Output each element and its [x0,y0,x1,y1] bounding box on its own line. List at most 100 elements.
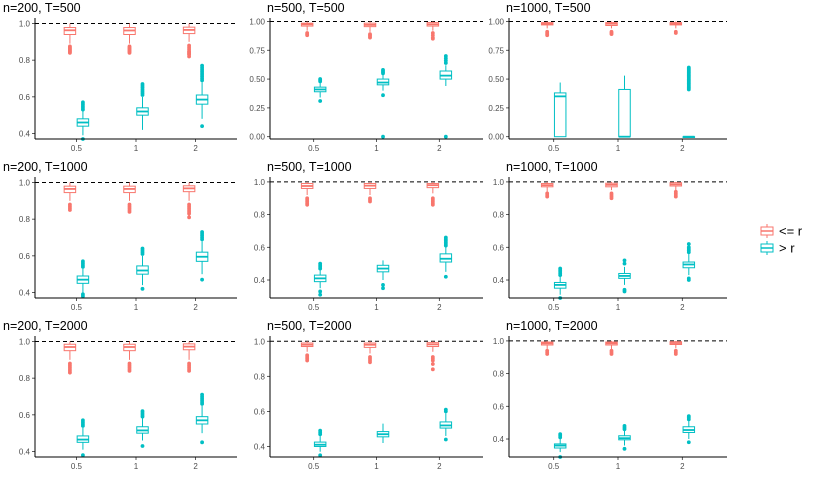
panel-2: n=500, T=500 0.00 0.25 0.50 0.75 1.00 0.5 1 2 [249,1,483,153]
y-tick-label: 1.00 [488,17,504,26]
outlier-point [368,32,372,37]
y-tick-label: 0.6 [19,411,31,420]
y-tick-label: 0.4 [254,276,266,285]
y-tick-label: 0.4 [493,435,505,444]
outlier-point [381,93,385,98]
outlier-point [305,353,310,358]
outlier-point [127,361,132,366]
outlier-point [443,54,448,58]
boxplot-gt-r-2 [439,407,453,442]
boxplot-le-r-2 [669,21,683,35]
outlier-point [318,289,323,294]
outlier-point [443,437,448,442]
boxplot-le-r-1 [605,21,618,37]
panel-5: n=500, T=1000 0.4 0.6 0.8 1.0 0.5 1 2 [254,160,483,312]
panel-title: n=1000, T=500 [506,1,591,15]
outlier-point [318,77,323,81]
outlier-point [187,361,191,366]
outlier-point [368,196,372,201]
boxplot-le-r-2 [669,340,683,356]
panel-7: n=200, T=2000 0.4 0.6 0.8 1.0 0.5 1 2 [3,319,237,471]
outlier-point [318,261,323,266]
x-tick-label: 1 [616,462,621,471]
boxplot-gt-r-2 [195,63,209,129]
boxplot-le-r-0.5 [300,341,314,363]
outlier-point [673,348,678,353]
y-tick-label: 0.4 [493,276,505,285]
y-tick-label: 0.8 [254,372,266,381]
outlier-point [545,191,550,196]
outlier-point [127,44,132,49]
y-tick-label: 1.00 [249,17,265,26]
boxplot-gt-r-2 [682,414,696,445]
outlier-point [622,446,627,451]
outlier-point [545,348,550,353]
outlier-point [305,31,310,35]
boxplot-le-r-1 [605,181,618,201]
outlier-point [318,292,323,297]
y-tick-label: 0.6 [19,93,31,102]
outlier-point [443,235,448,240]
outlier-point [81,418,85,423]
outlier-point [622,258,627,263]
x-tick-label: 2 [193,144,198,153]
y-tick-label: 1.0 [254,178,266,187]
outlier-point [622,424,627,428]
outlier-point [68,361,72,366]
boxplot-le-r-1 [123,23,136,55]
outlier-point [318,428,323,433]
boxplot-gt-r-1 [376,260,390,291]
outlier-point [686,276,691,281]
boxplot-gt-r-0.5 [313,428,327,458]
y-tick-label: 0.8 [254,211,266,220]
x-tick-label: 2 [437,144,442,153]
y-tick-label: 0.8 [493,211,505,220]
outlier-point [686,245,691,250]
outlier-point [81,100,85,105]
y-tick-label: 1.0 [493,337,505,346]
panel-title: n=500, T=1000 [267,160,352,174]
legend-item-le-r: <= r [760,224,803,239]
y-tick-label: 0.6 [19,252,31,261]
outlier-point [673,29,678,34]
x-tick-label: 0.5 [71,144,83,153]
outlier-point [430,355,435,359]
outlier-point [68,202,72,207]
boxplot-gt-r-2 [195,392,209,445]
boxplot-gt-r-1 [136,82,149,130]
x-tick-label: 1 [374,303,379,312]
outlier-point [81,292,85,297]
outlier-point [187,43,191,48]
outlier-point [140,246,145,251]
outlier-point [127,202,132,207]
outlier-point [609,191,614,196]
boxplot-gt-r-0.5 [553,432,567,459]
x-tick-label: 2 [437,462,442,471]
y-tick-label: 1.0 [19,20,31,29]
boxplot-gt-r-1 [618,75,631,138]
y-tick-label: 0.8 [493,370,505,379]
boxplot-gt-r-0.5 [313,261,327,297]
panel-title: n=200, T=1000 [3,160,88,174]
x-tick-label: 0.5 [548,462,560,471]
outlier-point [673,189,678,194]
x-tick-label: 0.5 [71,303,83,312]
boxplot-gt-r-0.5 [553,82,567,138]
outlier-point [381,286,385,291]
outlier-point [381,67,385,72]
x-tick-label: 1 [616,144,621,153]
outlier-point [200,230,204,234]
outlier-point [140,444,145,448]
boxplot-le-r-0.5 [63,23,77,55]
panel-3: n=1000, T=500 0.00 0.25 0.50 0.75 1.00 0.5 1 2 [488,1,727,153]
x-tick-label: 2 [193,462,198,471]
x-tick-label: 0.5 [71,462,83,471]
boxplot-gt-r-2 [195,230,209,282]
boxplot-le-r-1 [123,182,136,214]
boxplot-le-r-0.5 [540,181,554,199]
legend-label: <= r [779,224,803,239]
x-tick-label: 1 [616,303,621,312]
boxplot-gt-r-0.5 [76,418,90,458]
outlier-point [430,196,435,201]
